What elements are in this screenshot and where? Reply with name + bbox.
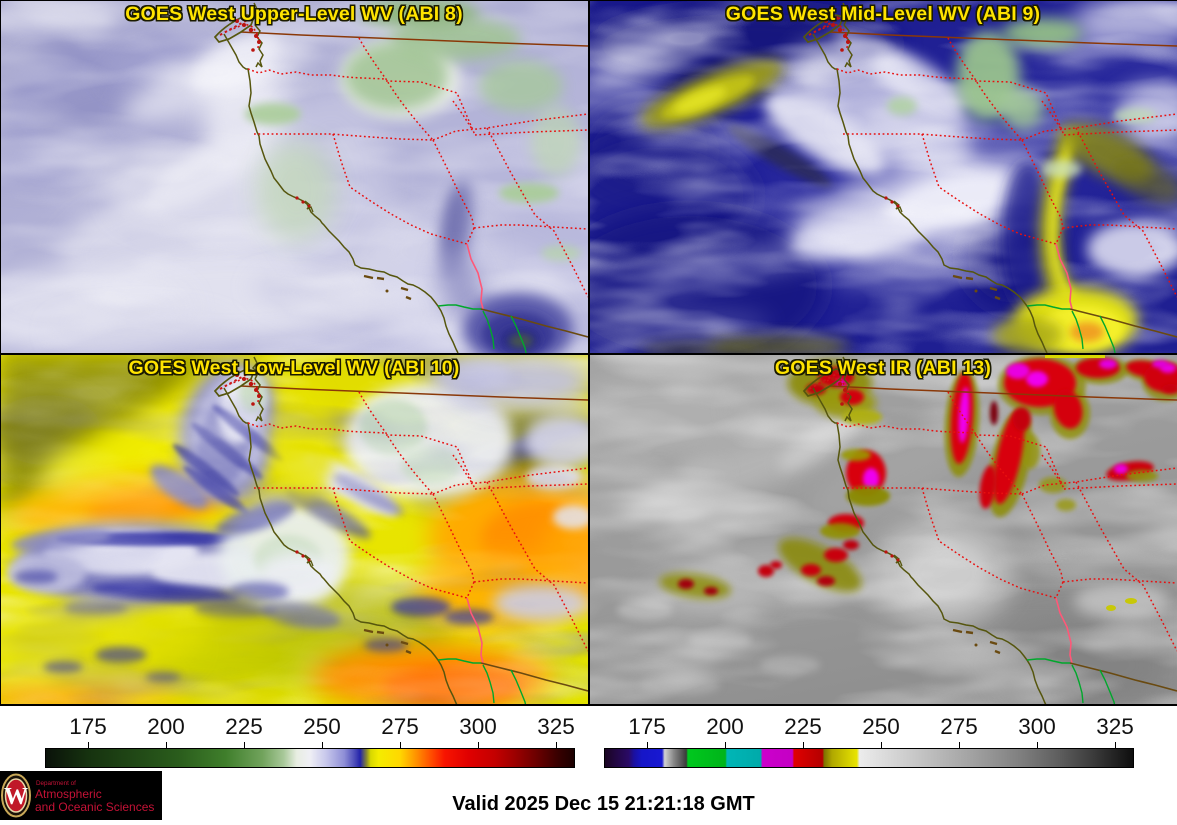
svg-text:Atmospheric: Atmospheric	[35, 787, 102, 801]
svg-text:Department of: Department of	[36, 780, 76, 787]
svg-text:W: W	[4, 784, 28, 810]
svg-text:and Oceanic Sciences: and Oceanic Sciences	[35, 800, 154, 814]
